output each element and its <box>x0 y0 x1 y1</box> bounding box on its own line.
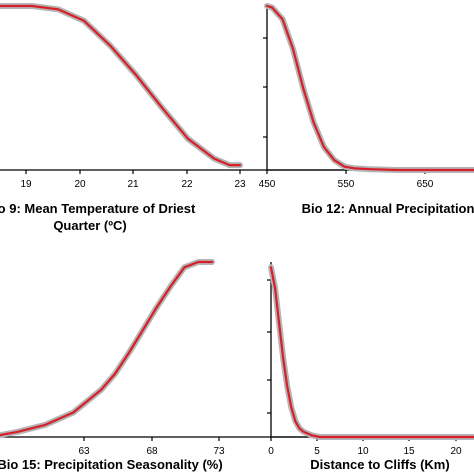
x-tick-label: 19 <box>20 179 32 190</box>
confidence-band <box>0 259 216 439</box>
x-tick-label: 20 <box>450 446 462 457</box>
x-tick-label: 15 <box>403 446 415 457</box>
x-axis-title: Bio 15: Precipitation Seasonality (%) <box>0 457 223 472</box>
x-tick-label: 0 <box>268 446 274 457</box>
x-tick-label: 23 <box>234 179 246 190</box>
x-tick-label: 450 <box>259 179 276 190</box>
x-axis-title: Distance to Cliffs (Km) <box>310 457 449 472</box>
x-tick-label: 650 <box>417 179 434 190</box>
chart-panel: 450550650750Bio 12: Annual Precipitation <box>259 3 474 216</box>
x-tick-label: 21 <box>127 179 139 190</box>
confidence-band <box>268 264 474 440</box>
x-tick-label: 68 <box>146 446 158 457</box>
x-tick-label: 73 <box>213 446 225 457</box>
x-axis-title: Quarter (ºC) <box>53 218 126 233</box>
x-tick-label: 63 <box>78 446 90 457</box>
x-tick-label: 550 <box>338 179 355 190</box>
x-tick-label: 20 <box>74 179 86 190</box>
x-tick-label: 10 <box>357 446 369 457</box>
response-curve <box>0 4 242 167</box>
x-axis-title: Bio 9: Mean Temperature of Driest <box>0 201 196 216</box>
response-curve <box>265 4 474 172</box>
x-tick-label: 22 <box>181 179 193 190</box>
chart-panel: 19 20 21 22 23 Bio 9: Mean Temperature of Dri… <box>0 3 474 233</box>
response-curve <box>269 266 474 439</box>
x-tick-label: 5 <box>314 446 320 457</box>
confidence-band <box>264 3 474 173</box>
confidence-band <box>0 3 243 169</box>
response-curve <box>0 260 214 437</box>
x-axis-title: Bio 12: Annual Precipitation <box>302 201 474 216</box>
